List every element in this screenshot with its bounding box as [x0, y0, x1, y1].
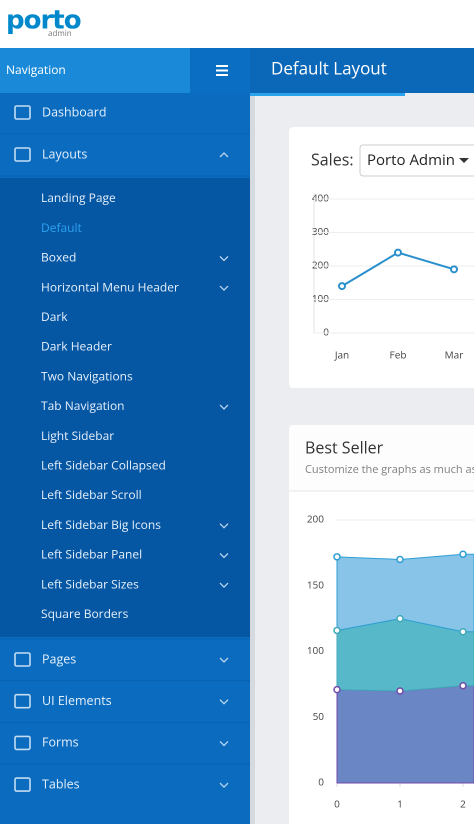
- menu-item[interactable]: Layouts: [42, 145, 87, 162]
- chevron: [219, 152, 229, 158]
- y-tick-label: 300: [312, 224, 329, 238]
- sidebar-edge: [250, 96, 255, 824]
- point: [338, 282, 346, 291]
- menu-icon: [14, 735, 31, 751]
- submenu-item[interactable]: Horizontal Menu Header: [41, 278, 179, 295]
- submenu-item[interactable]: Left Sidebar Panel: [41, 546, 142, 563]
- menu-icon: [14, 652, 31, 667]
- menu-item[interactable]: Pages: [42, 650, 76, 667]
- chevron: [219, 582, 229, 589]
- nav-header: [0, 48, 190, 93]
- y-tick-label: 200: [307, 512, 324, 526]
- submenu-item[interactable]: Left Sidebar Scroll: [41, 486, 142, 503]
- point: [459, 681, 467, 690]
- menu-item[interactable]: Forms: [42, 734, 79, 751]
- chevron: [219, 699, 229, 705]
- point: [394, 248, 402, 257]
- sales-chart: 0 100 200 300 400 Jan Feb Mar: [312, 191, 474, 362]
- submenu-item[interactable]: Landing Page: [41, 189, 116, 206]
- menu-item[interactable]: Dashboard: [42, 103, 107, 120]
- point: [459, 628, 467, 636]
- y-tick-label: 200: [312, 258, 329, 272]
- select-caret: [459, 158, 469, 163]
- submenu-item[interactable]: Default: [41, 219, 82, 236]
- menu-icon: [14, 693, 31, 709]
- logo[interactable]: porto: [6, 6, 82, 36]
- submenu-item[interactable]: Tab Navigation: [41, 397, 125, 414]
- point: [333, 553, 341, 561]
- chevron: [219, 255, 229, 262]
- submenu-item[interactable]: Square Borders: [41, 605, 129, 622]
- y-tick-label: 100: [312, 291, 329, 305]
- nav-title: Navigation: [6, 61, 66, 78]
- submenu-item[interactable]: Light Sidebar: [41, 427, 114, 444]
- sales-select[interactable]: [359, 144, 474, 177]
- submenu-item[interactable]: Dark Header: [41, 338, 112, 355]
- y-tick-label: 100: [307, 643, 324, 657]
- menu-icon: [14, 147, 31, 162]
- x-tick-label: 1: [397, 797, 403, 811]
- submenu-item[interactable]: Dark: [41, 308, 68, 325]
- menu-item[interactable]: Tables: [42, 775, 80, 792]
- sales-card: [289, 127, 474, 388]
- chevron: [219, 552, 229, 559]
- submenu-item[interactable]: Left Sidebar Collapsed: [41, 457, 166, 474]
- best-seller-subtitle: Customize the graphs as much as you want: [305, 462, 474, 477]
- sales-label: Sales:: [311, 148, 354, 170]
- submenu-item[interactable]: Left Sidebar Sizes: [41, 575, 139, 592]
- y-tick-label: 150: [307, 577, 324, 591]
- y-tick-label: 50: [313, 709, 325, 723]
- chevron: [219, 782, 229, 789]
- y-tick-label: 0: [323, 325, 329, 339]
- logo-sub: admin: [48, 28, 72, 39]
- area: [336, 685, 474, 784]
- chevron: [219, 657, 229, 663]
- x-tick-label: 2: [460, 797, 466, 811]
- hamburger-icon: [216, 65, 228, 76]
- submenu-item[interactable]: Left Sidebar Big Icons: [41, 516, 161, 533]
- chevron: [219, 404, 229, 410]
- top-bar: [0, 0, 474, 48]
- chevron: [219, 523, 229, 529]
- point: [450, 265, 458, 274]
- page-title: Default Layout: [271, 57, 387, 80]
- header-accent: [250, 93, 405, 96]
- point: [396, 687, 404, 695]
- point: [396, 555, 404, 564]
- best-seller-title: Best Seller: [305, 436, 384, 458]
- menu-item[interactable]: UI Elements: [42, 692, 112, 709]
- best-seller-chart: 0 50 100 150 200 0 1 2: [307, 512, 474, 811]
- x-tick-label: 0: [334, 797, 340, 811]
- submenu-item[interactable]: Boxed: [41, 249, 76, 266]
- chevron: [219, 285, 229, 292]
- x-tick-label: Jan: [334, 348, 349, 362]
- menu-icon: [14, 105, 31, 120]
- point: [333, 685, 341, 694]
- y-tick-label: 400: [312, 191, 329, 205]
- chevron: [219, 740, 229, 747]
- submenu-item[interactable]: Two Navigations: [41, 367, 133, 384]
- point: [333, 626, 341, 635]
- x-tick-label: Mar: [445, 348, 464, 362]
- y-tick-label: 0: [318, 775, 324, 789]
- sales-select-value: Porto Admin: [367, 150, 455, 170]
- menu-icon: [14, 777, 31, 792]
- sidebar-menu: Dashboard Layouts Landing Page Default Boxed…: [0, 103, 250, 792]
- submenu-bg: [0, 178, 250, 637]
- point: [459, 550, 467, 558]
- x-tick-label: Feb: [390, 348, 407, 362]
- point: [396, 614, 404, 623]
- area: [336, 553, 474, 633]
- card-header: [289, 425, 474, 491]
